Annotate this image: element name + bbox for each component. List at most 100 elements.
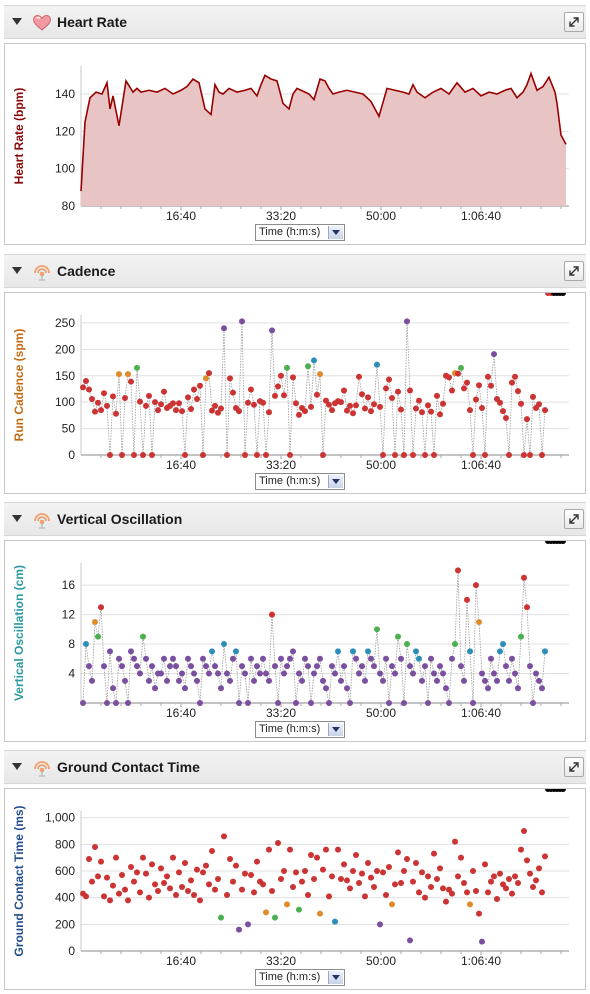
data-point [302,655,308,662]
x-tick-label: 1:06:40 [461,209,501,223]
data-point [92,408,98,415]
data-point [137,670,143,677]
data-point [383,892,389,898]
x-tick-label: 50:00 [366,209,396,223]
data-point [302,868,308,874]
data-point [287,655,293,662]
data-point [500,408,506,415]
y-tick-label: 600 [55,864,75,878]
data-point [323,397,329,404]
x-tick-label: 16:40 [166,209,196,223]
data-point [245,399,251,406]
data-point [245,921,251,928]
data-point [560,293,566,296]
x-tick-label: 1:06:40 [461,954,501,968]
data-point [293,700,299,706]
data-point [383,385,389,392]
y-tick-label: 140 [55,87,75,101]
data-point [383,655,389,662]
data-point [230,389,236,396]
x-axis-unit-select[interactable]: Time (h:m:s) [255,473,345,490]
data-point [503,415,509,422]
data-point [449,655,455,662]
data-point [317,371,323,378]
x-tick-label: 16:40 [166,706,196,720]
expand-button[interactable] [564,12,584,32]
x-tick-label: 50:00 [366,706,396,720]
collapse-triangle-icon[interactable] [12,18,22,25]
data-point [194,396,200,402]
data-point [266,846,272,853]
data-point [509,379,515,386]
data-point [218,405,224,412]
x-axis-unit-select[interactable]: Time (h:m:s) [255,969,345,986]
collapse-triangle-icon[interactable] [12,515,22,522]
x-tick-label: 33:20 [266,209,296,223]
data-point [158,865,164,872]
x-axis-unit-select[interactable]: Time (h:m:s) [255,224,345,241]
data-point [119,452,125,458]
data-point [488,878,494,885]
data-point [434,677,440,684]
data-point [251,401,257,408]
data-point [497,870,503,877]
data-point [98,858,104,865]
data-point [530,884,536,890]
data-point [407,937,413,944]
collapse-triangle-icon[interactable] [12,763,22,770]
data-point [296,411,302,418]
expand-button[interactable] [564,261,584,281]
expand-button[interactable] [564,757,584,777]
x-axis-unit-select[interactable]: Time (h:m:s) [255,721,345,738]
data-point [83,378,89,385]
y-tick-label: 12 [62,608,76,622]
expand-button[interactable] [564,509,584,529]
data-point [515,685,521,692]
data-point [374,868,380,874]
data-point [521,828,527,834]
collapse-triangle-icon[interactable] [12,267,22,274]
data-point [524,857,530,864]
data-point [119,663,125,670]
data-point [188,406,194,413]
data-point [200,655,206,662]
data-point [212,402,218,409]
data-point [221,833,227,840]
data-point [170,854,176,861]
data-point [374,361,380,368]
data-point [542,648,548,655]
data-point [284,901,290,908]
data-point [299,878,305,885]
data-point [527,870,533,877]
data-point [425,873,431,880]
data-point [167,885,173,892]
x-tick-label: 16:40 [166,458,196,472]
data-point [137,889,143,896]
data-point [155,888,161,894]
data-point [269,611,275,618]
data-point [161,388,167,395]
data-point [254,452,260,458]
data-point [101,893,107,900]
data-point [467,407,473,414]
data-point [233,862,239,869]
data-point [389,663,395,670]
data-point [449,387,455,394]
data-point [395,849,401,856]
cadence-panel: Cadence 0 50 100 150 200 250 16:40 33:20 50:00 1:… [4,254,586,494]
data-point [275,700,281,706]
heart-rate-plot: 80 100 120 140 16:40 33:20 50:00 1:06:40 Heart R… [12,66,569,223]
data-point [341,861,347,868]
panel-title: Ground Contact Time [57,759,200,775]
y-tick-label: 200 [55,917,75,931]
data-point [176,677,182,684]
data-point [344,407,350,414]
data-point [539,685,545,692]
y-tick-label: 400 [55,891,75,905]
data-point [533,877,539,884]
data-point [464,379,470,386]
data-point [311,876,317,882]
data-point [215,670,221,677]
data-point [98,407,104,414]
data-point [350,868,356,874]
